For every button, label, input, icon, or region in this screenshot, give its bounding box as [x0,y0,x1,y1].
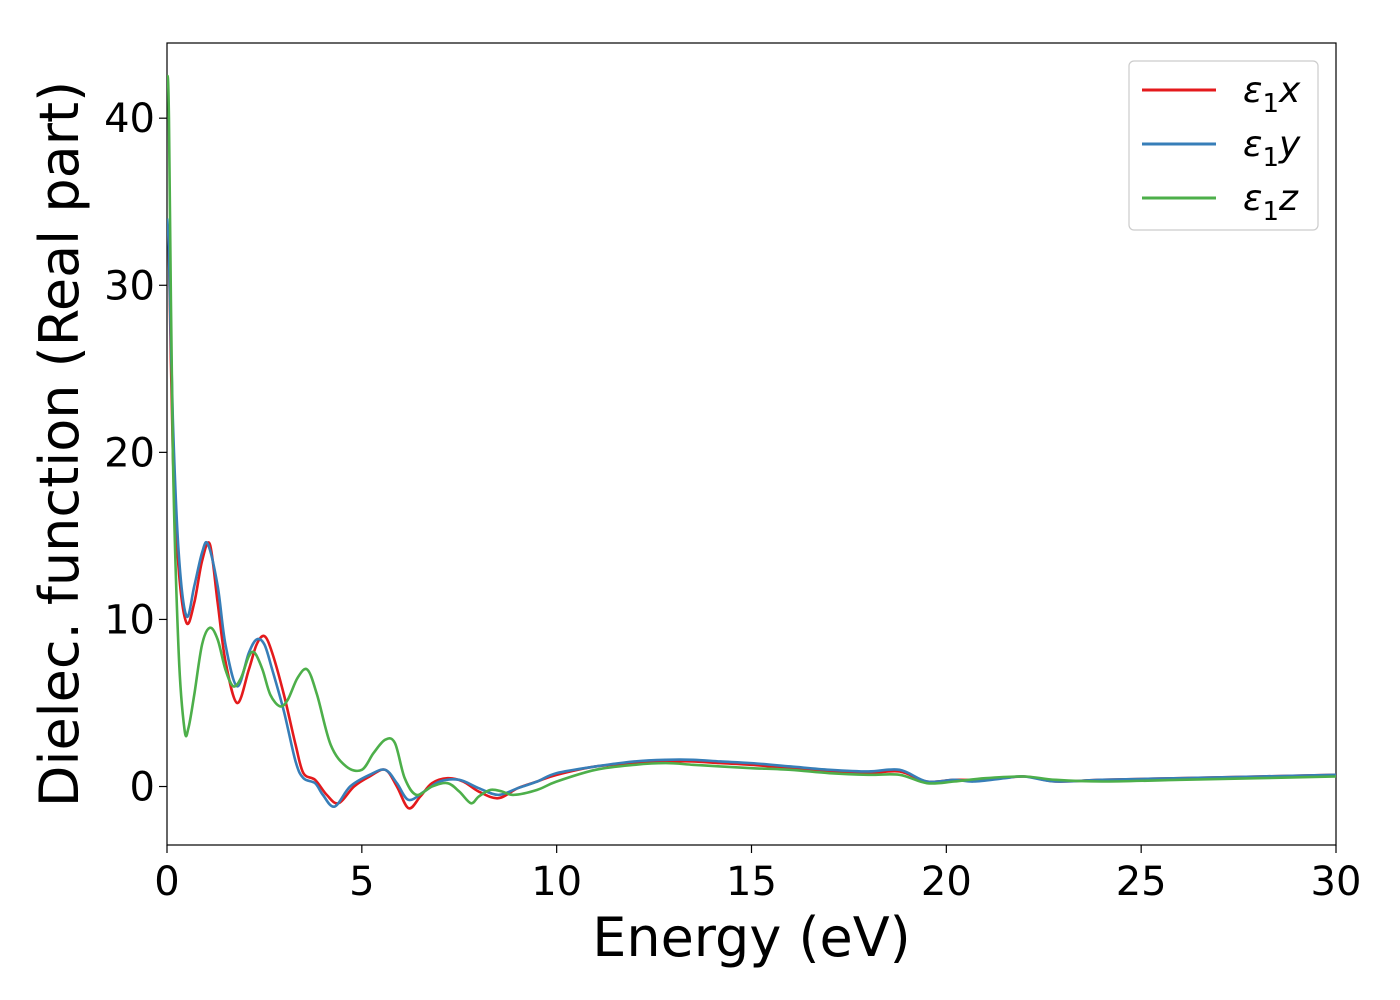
y-tick-label: 0 [130,765,155,811]
legend-label: ε1z [1243,178,1299,227]
x-tick-label: 20 [921,859,972,905]
legend-entry: ε1x [1142,70,1301,119]
x-tick-label: 15 [726,859,777,905]
y-axis-ticks: 0 10 20 30 40 [104,96,167,811]
legend-entry: ε1z [1142,178,1299,227]
x-tick-label: 30 [1311,859,1362,905]
x-tick-label: 10 [531,859,582,905]
series-line-z [167,74,1336,805]
y-tick-label: 10 [104,597,155,643]
x-tick-label: 25 [1116,859,1167,905]
x-tick-label: 0 [154,859,179,905]
y-tick-label: 20 [104,430,155,476]
legend-label: ε1x [1243,70,1301,119]
y-tick-label: 40 [104,96,155,142]
x-tick-label: 5 [349,859,374,905]
legend-entry: ε1y [1142,124,1301,173]
legend-label: ε1y [1243,124,1301,173]
legend-box [1128,60,1319,231]
y-axis-label: Dielec. function (Real part) [28,81,91,807]
x-axis-ticks: 0 5 10 15 20 25 30 [154,845,1361,905]
x-axis-label: Energy (eV) [592,906,911,969]
legend: ε1x ε1y ε1z [1128,60,1319,231]
series-layer [167,74,1336,810]
y-tick-label: 30 [104,263,155,309]
